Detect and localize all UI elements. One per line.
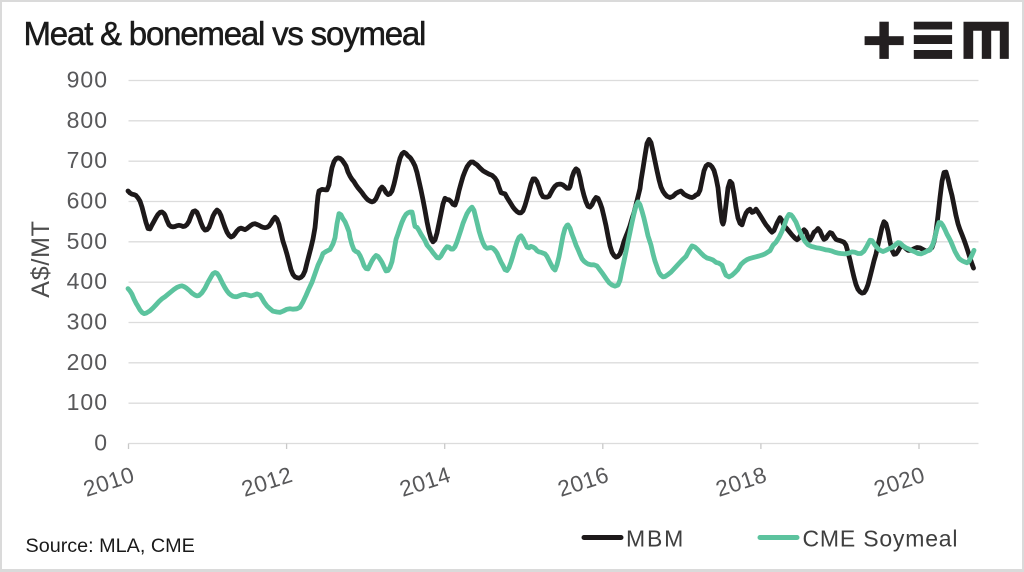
svg-text:800: 800 (67, 107, 108, 133)
svg-text:2016: 2016 (555, 462, 612, 502)
svg-text:300: 300 (67, 309, 108, 335)
svg-text:0: 0 (94, 430, 108, 456)
svg-text:400: 400 (67, 268, 108, 294)
svg-text:900: 900 (67, 67, 108, 93)
svg-text:2020: 2020 (871, 462, 928, 502)
svg-text:2010: 2010 (80, 462, 137, 502)
svg-text:CME Soymeal: CME Soymeal (803, 526, 959, 552)
svg-text:100: 100 (67, 389, 108, 415)
svg-text:2018: 2018 (713, 462, 770, 502)
svg-text:2014: 2014 (397, 462, 454, 502)
svg-text:Source: MLA, CME: Source: MLA, CME (26, 535, 195, 557)
svg-text:200: 200 (67, 349, 108, 375)
svg-text:2012: 2012 (238, 462, 295, 502)
svg-text:MBM: MBM (626, 526, 685, 552)
svg-text:600: 600 (67, 188, 108, 214)
svg-text:A$/MT: A$/MT (27, 220, 55, 297)
svg-text:500: 500 (67, 228, 108, 254)
svg-text:700: 700 (67, 147, 108, 173)
svg-text:Meat & bonemeal vs soymeal: Meat & bonemeal vs soymeal (24, 15, 426, 52)
